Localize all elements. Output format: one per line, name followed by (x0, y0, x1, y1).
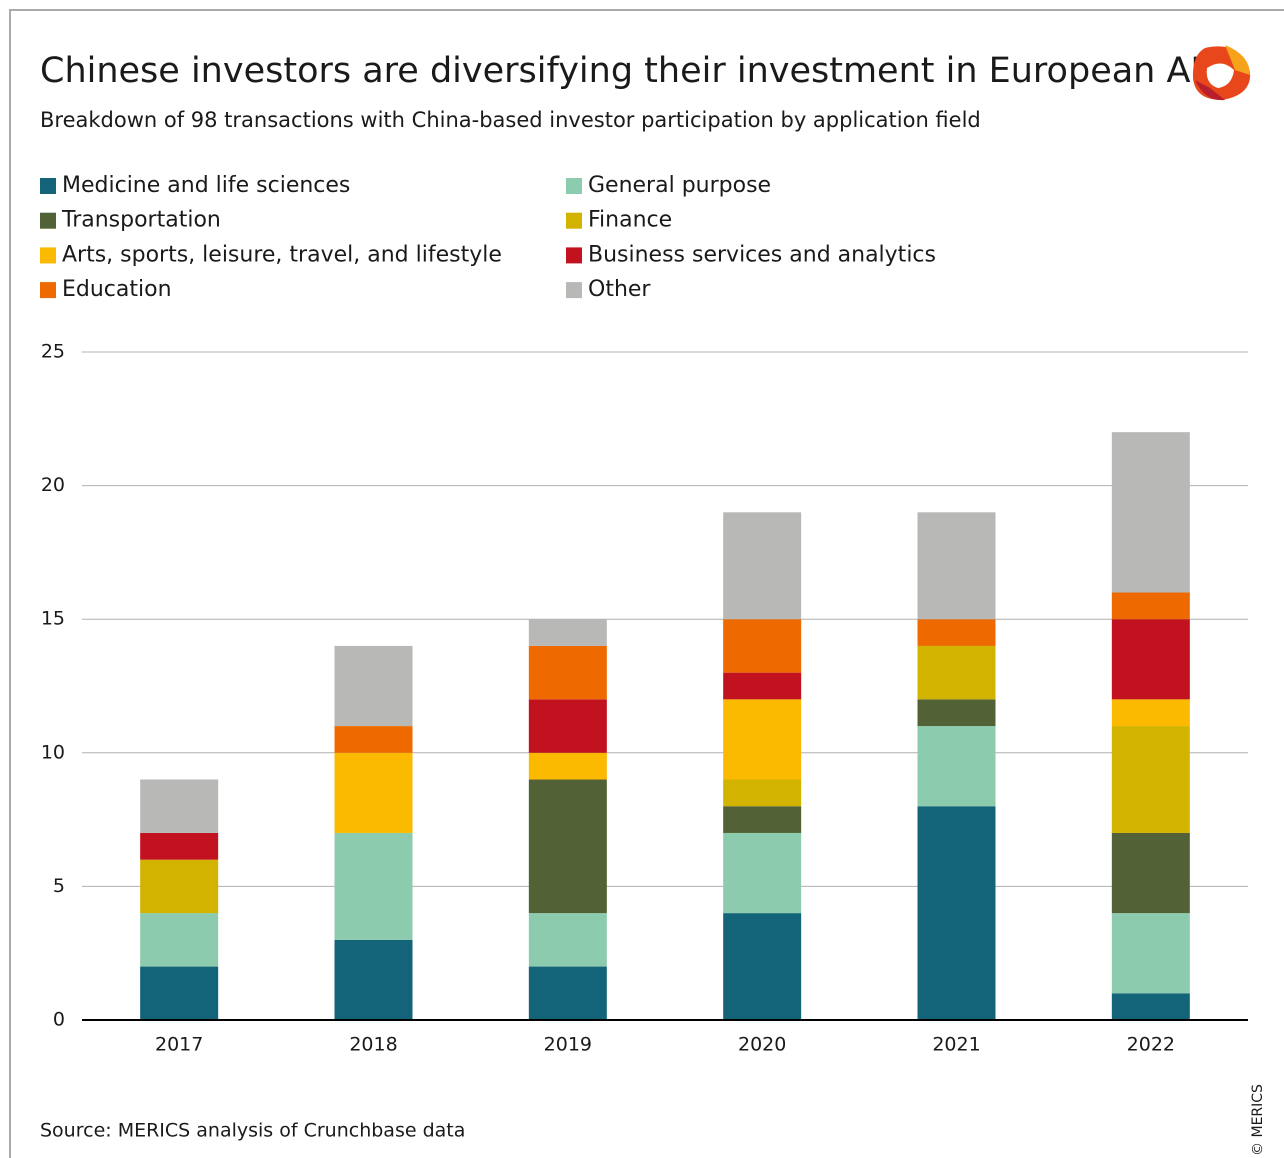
source: Source: MERICS analysis of Crunchbase da… (40, 1120, 465, 1142)
legend-swatch (566, 282, 582, 299)
bar-segment (1111, 726, 1190, 833)
x-tick-label: 2018 (349, 1034, 397, 1056)
credit: © MERICS (1250, 1084, 1266, 1156)
y-tick-label: 5 (53, 875, 65, 897)
bar-segment (140, 779, 219, 833)
bar-segment (723, 512, 802, 620)
bar-segment (1111, 699, 1190, 727)
bar-segment (140, 913, 219, 967)
bar-segment (528, 913, 607, 967)
bar-segment (917, 645, 996, 700)
bar-segment (723, 832, 802, 914)
y-tick-label: 25 (41, 341, 65, 363)
bar-segment (1111, 592, 1190, 620)
legend-swatch (40, 282, 56, 299)
legend-label: Business services and analytics (588, 242, 936, 267)
bar-segment (723, 779, 802, 807)
bar-segment (528, 699, 607, 753)
frame (9, 9, 1284, 1158)
legend-swatch (40, 178, 56, 194)
bar-segment (528, 619, 607, 646)
y-tick-label: 10 (41, 741, 65, 763)
bar-segment (723, 619, 802, 673)
x-tick-label: 2021 (932, 1034, 980, 1056)
legend-swatch (566, 247, 582, 264)
x-tick-label: 2022 (1127, 1034, 1175, 1056)
y-tick-label: 20 (41, 474, 65, 496)
bar-segment (723, 699, 802, 780)
bar-segment (1111, 619, 1190, 700)
bar-segment (917, 806, 996, 1020)
legend-swatch (40, 247, 56, 264)
x-tick-label: 2020 (738, 1034, 786, 1056)
y-tick-label: 15 (41, 608, 65, 630)
bar-segment (917, 619, 996, 646)
bar-segment (334, 832, 413, 940)
bar-segment (1111, 432, 1190, 593)
bar-segment (140, 832, 219, 860)
bar-segment (723, 913, 802, 1020)
bar-segment (528, 752, 607, 780)
legend-label: Education (62, 277, 172, 302)
legend-label: Medicine and life sciences (62, 173, 350, 198)
bar-segment (917, 699, 996, 727)
legend-swatch (566, 212, 582, 229)
legend-label: Other (588, 277, 651, 302)
bar-segment (917, 512, 996, 620)
legend-label: Arts, sports, leisure, travel, and lifes… (62, 242, 502, 267)
bar-segment (140, 966, 219, 1020)
x-tick-label: 2017 (155, 1034, 203, 1056)
legend-swatch (40, 212, 56, 229)
bar-segment (723, 806, 802, 833)
bar-segment (334, 752, 413, 833)
bar-segment (1111, 993, 1190, 1020)
bar-segment (1111, 832, 1190, 914)
bar-segment (528, 966, 607, 1020)
logo (1192, 45, 1251, 101)
bar-segment (140, 859, 219, 914)
bar-segment (334, 939, 413, 1020)
bar-segment (528, 779, 607, 914)
bar-segment (334, 645, 413, 727)
legend-label: General purpose (588, 173, 771, 198)
legend-label: Finance (588, 208, 672, 233)
y-tick-label: 0 (53, 1009, 65, 1031)
x-tick-label: 2019 (544, 1034, 592, 1056)
legend-label: Transportation (61, 208, 221, 233)
bar-segment (528, 645, 607, 700)
chart-title: Chinese investors are diversifying their… (40, 51, 1201, 91)
chart-subtitle: Breakdown of 98 transactions with China-… (40, 108, 981, 132)
bar-segment (334, 726, 413, 753)
bar-segment (917, 726, 996, 807)
bar-segment (1111, 913, 1190, 994)
legend-swatch (566, 178, 582, 194)
bar-segment (723, 672, 802, 700)
